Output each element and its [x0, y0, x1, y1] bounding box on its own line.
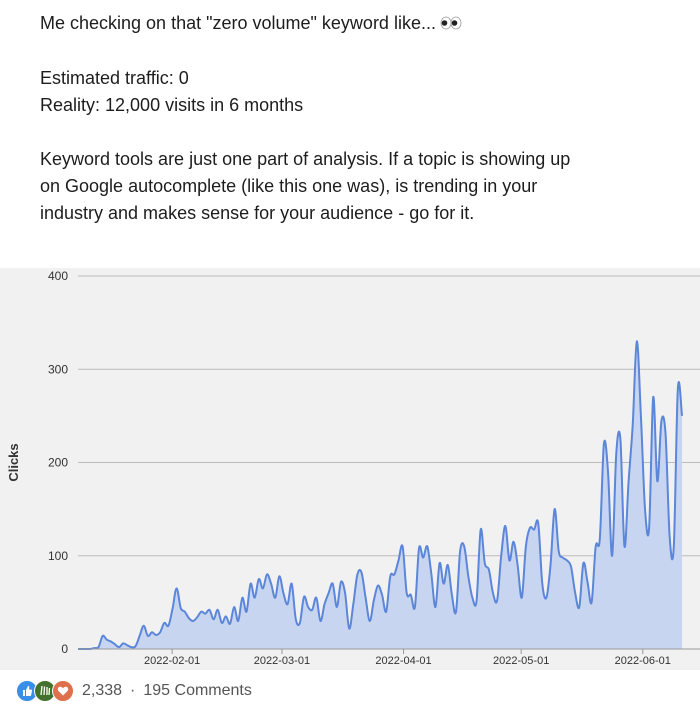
- y-tick-label: 200: [48, 456, 68, 470]
- post-line: Estimated traffic: 0: [40, 67, 189, 88]
- social-counts[interactable]: 2,338 · 195 Comments: [16, 678, 252, 704]
- series-line: [78, 340, 683, 650]
- post-line: Reality: 12,000 visits in 6 months: [40, 94, 304, 115]
- post-line: Me checking on that "zero volume" keywor…: [40, 10, 680, 38]
- clicks-chart-svg: 0 100 200 300 400 Clicks 2022-02-01 2022-03-01 2…: [6, 269, 700, 667]
- like-icon[interactable]: [16, 680, 38, 702]
- x-tick-label: 2022-05-01: [493, 655, 549, 667]
- x-tick-label: 2022-03-01: [254, 655, 310, 667]
- y-tick-label: 100: [48, 549, 68, 563]
- x-tick-label: 2022-04-01: [375, 655, 431, 667]
- separator: ·: [130, 682, 136, 699]
- series-area: [78, 341, 682, 649]
- clicks-chart: 0 100 200 300 400 Clicks 2022-02-01 2022-03-01 2…: [0, 268, 700, 670]
- y-axis-title: Clicks: [6, 443, 21, 481]
- love-icon[interactable]: [52, 680, 74, 702]
- post-text: Me checking on that "zero volume" keywor…: [40, 10, 680, 227]
- y-tick-label: 400: [48, 269, 68, 283]
- eyes-emoji-icon: [440, 11, 462, 38]
- post-line: industry and makes sense for your audien…: [40, 202, 475, 223]
- reaction-count[interactable]: 2,338: [82, 682, 123, 699]
- x-tick-label: 2022-06-01: [615, 655, 671, 667]
- y-tick-label: 0: [61, 642, 68, 656]
- post-line: on Google autocomplete (like this one wa…: [40, 175, 538, 196]
- y-tick-label: 300: [48, 362, 68, 376]
- x-tick-label: 2022-02-01: [144, 655, 200, 667]
- post-line: Keyword tools are just one part of analy…: [40, 148, 571, 169]
- comments-link[interactable]: 195 Comments: [143, 682, 252, 699]
- reactions[interactable]: [16, 680, 74, 702]
